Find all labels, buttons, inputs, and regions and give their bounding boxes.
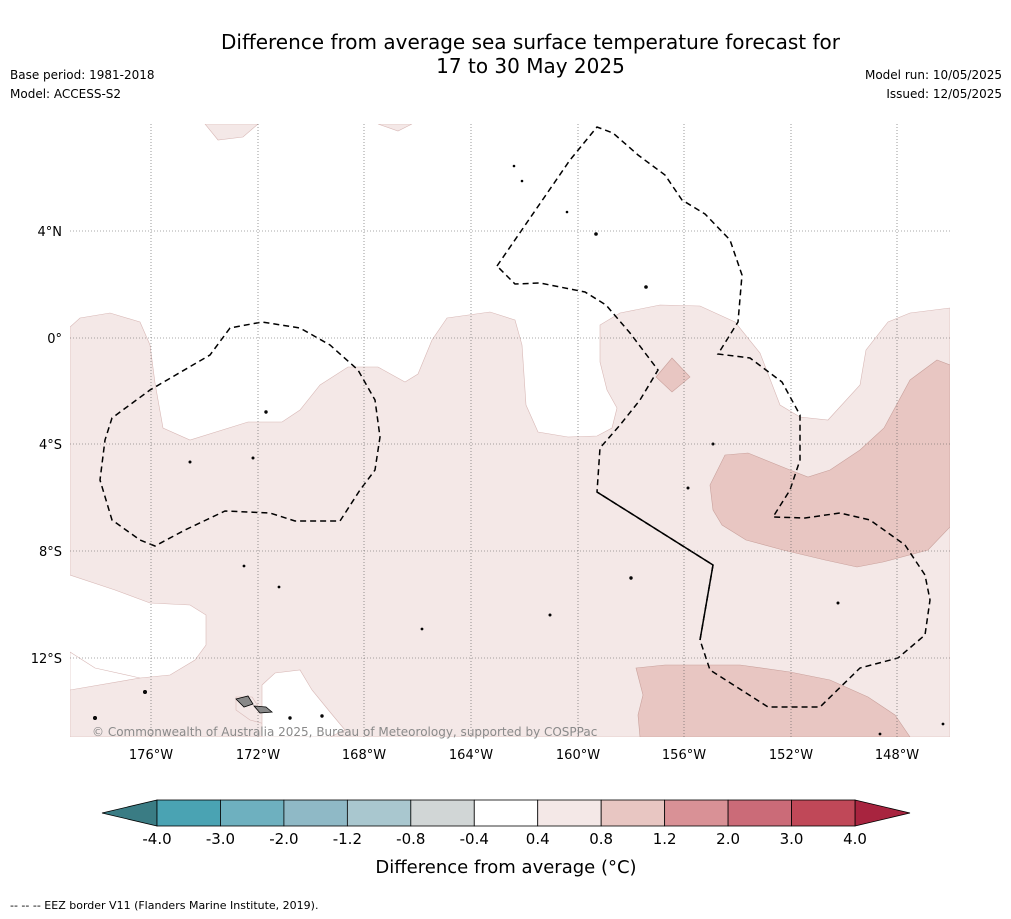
colorbar-tick-label: 0.4 xyxy=(526,830,550,848)
issued-date: Issued: 12/05/2025 xyxy=(886,87,1002,101)
colorbar-extend-right xyxy=(854,799,911,827)
gridlines xyxy=(70,124,950,737)
lon-label-172w: 172°W xyxy=(236,748,280,763)
colorbar-tick-label: 4.0 xyxy=(843,830,867,848)
colorbar-swatch xyxy=(537,799,602,827)
lat-label-4n: 4°N xyxy=(38,225,63,240)
colorbar-swatch xyxy=(220,799,285,827)
islands xyxy=(93,164,945,736)
eez-borders xyxy=(99,126,931,708)
map-area xyxy=(70,124,950,737)
lon-label-164w: 164°W xyxy=(449,748,493,763)
anomaly-band-medium-south xyxy=(635,664,911,737)
colorbar-swatch xyxy=(473,799,539,827)
colorbar-tick-label: -1.2 xyxy=(333,830,362,848)
eez-border-solid xyxy=(596,491,714,641)
anomaly-top-sliver-2 xyxy=(377,124,413,132)
eez-legend-note: -- -- -- EEZ border V11 (Flanders Marine… xyxy=(10,899,319,912)
colorbar-swatch xyxy=(410,799,475,827)
colorbar-swatch xyxy=(346,799,412,827)
anomaly-band-medium-east xyxy=(709,359,950,568)
model-name: Model: ACCESS-S2 xyxy=(10,87,122,101)
lat-label-12s: 12°S xyxy=(31,652,62,667)
colorbar-tick-label: 2.0 xyxy=(716,830,740,848)
colorbar-tick-label: -0.8 xyxy=(396,830,425,848)
lon-labels: 176°W 172°W 168°W 164°W 160°W 156°W 152°… xyxy=(129,748,919,763)
colorbar-tick-label: 3.0 xyxy=(780,830,804,848)
colorbar-tick-label: 1.2 xyxy=(653,830,677,848)
neutral-region-sw xyxy=(70,651,141,691)
lon-label-176w: 176°W xyxy=(129,748,173,763)
neutral-region-samoa xyxy=(261,669,346,737)
colorbar-tick-label: -3.0 xyxy=(206,830,235,848)
colorbar: -4.0 -3.0 -2.0 -1.2 -0.8 -0.4 0.4 0.8 1.2 2.0 3.0 4… xyxy=(101,799,911,848)
title-line-2: 17 to 30 May 2025 xyxy=(436,54,625,78)
meta-left: Base period: 1981-2018 Model: ACCESS-S2 xyxy=(10,66,155,104)
colorbar-swatch xyxy=(156,799,221,827)
lon-label-148w: 148°W xyxy=(875,748,919,763)
copyright-text: © Commonwealth of Australia 2025, Bureau… xyxy=(92,725,597,739)
colorbar-extend-left xyxy=(101,799,158,827)
colorbar-label: Difference from average (°C) xyxy=(375,857,636,878)
anomaly-top-sliver-1 xyxy=(204,124,259,141)
lon-label-168w: 168°W xyxy=(342,748,386,763)
lat-label-8s: 8°S xyxy=(39,545,62,560)
model-run: Model run: 10/05/2025 xyxy=(864,68,1002,82)
colorbar-swatch xyxy=(727,799,792,827)
colorbar-swatch xyxy=(664,799,729,827)
colorbar-tick-label: -0.4 xyxy=(460,830,489,848)
map-title: Difference from average sea surface temp… xyxy=(0,30,1011,78)
lon-label-152w: 152°W xyxy=(769,748,813,763)
colorbar-tick-label: 0.8 xyxy=(589,830,613,848)
title-line-1: Difference from average sea surface temp… xyxy=(220,30,840,54)
colorbar-tick-label: -2.0 xyxy=(269,830,298,848)
colorbar-tick-label: -4.0 xyxy=(142,830,171,848)
base-period: Base period: 1981-2018 xyxy=(10,68,155,82)
colorbar-swatch xyxy=(283,799,348,827)
lon-label-160w: 160°W xyxy=(556,748,600,763)
colorbar-swatch xyxy=(600,799,666,827)
meta-right: Model run: 10/05/2025 Issued: 12/05/2025 xyxy=(865,66,1002,104)
lat-label-0: 0° xyxy=(47,332,62,347)
lat-labels: 4°N 0° 4°S 8°S 12°S xyxy=(31,225,62,667)
lon-label-156w: 156°W xyxy=(662,748,706,763)
colorbar-swatch xyxy=(791,799,856,827)
lat-label-4s: 4°S xyxy=(39,438,62,453)
